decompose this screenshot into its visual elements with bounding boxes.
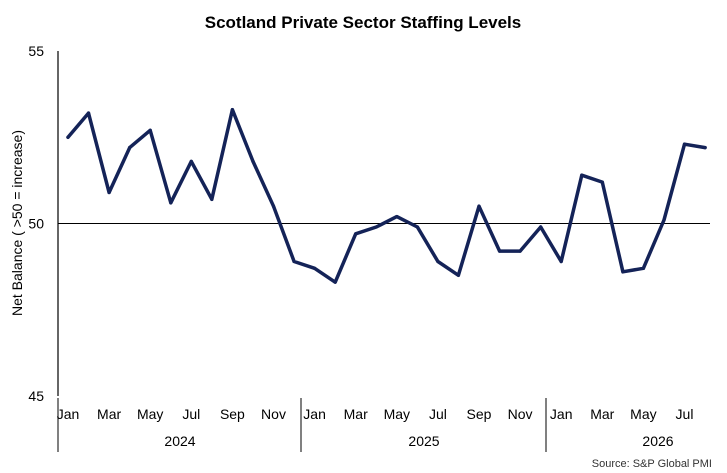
data-point	[128, 146, 132, 150]
x-tick-label: Jan	[303, 406, 326, 422]
data-point	[682, 142, 687, 146]
x-tick-label: May	[384, 406, 410, 422]
data-point	[66, 135, 70, 139]
x-tick-label: Jul	[676, 406, 694, 422]
x-tick-label: Nov	[261, 406, 286, 422]
x-tick-label: May	[630, 406, 656, 422]
year-label: 2025	[408, 433, 439, 449]
data-point	[169, 201, 173, 205]
data-point	[621, 270, 625, 274]
data-point	[600, 180, 604, 184]
x-tick-label: Sep	[220, 406, 245, 422]
x-tick-label: Mar	[344, 406, 368, 422]
y-tick-label: 50	[28, 216, 44, 232]
data-point	[189, 159, 193, 163]
x-tick-label: Jan	[57, 406, 80, 422]
x-tick-label: Jan	[550, 406, 573, 422]
data-point	[580, 173, 584, 177]
year-label: 2026	[642, 433, 673, 449]
data-point	[436, 259, 440, 264]
data-point	[539, 225, 543, 229]
y-tick-label: 55	[28, 43, 44, 59]
data-point	[518, 249, 522, 253]
source-note: Source: S&P Global PMI	[592, 458, 712, 470]
data-point	[313, 266, 317, 270]
series-line	[66, 107, 707, 284]
data-point	[415, 225, 419, 229]
data-point	[230, 108, 234, 112]
chart-title: Scotland Private Sector Staffing Levels	[205, 13, 521, 32]
data-point	[374, 225, 378, 229]
data-point	[395, 215, 399, 219]
data-point	[107, 190, 111, 195]
data-point	[271, 204, 276, 208]
x-tick-label: Mar	[97, 406, 121, 422]
data-point	[86, 111, 91, 115]
data-point	[456, 273, 461, 277]
y-axis-label: Net Balance ( >50 = increase)	[9, 130, 25, 316]
data-point	[354, 232, 358, 236]
x-tick-label: Jul	[182, 406, 200, 422]
data-point	[641, 266, 646, 270]
data-point	[477, 204, 481, 208]
x-tick-label: Mar	[590, 406, 614, 422]
x-tick-label: Nov	[508, 406, 533, 422]
y-tick-label: 45	[28, 388, 44, 404]
data-point	[703, 146, 707, 150]
data-point	[497, 249, 502, 253]
data-point	[662, 218, 666, 222]
x-tick-label: Sep	[467, 406, 492, 422]
data-point	[333, 280, 337, 284]
x-tick-label: May	[137, 406, 163, 422]
year-label: 2024	[164, 433, 195, 449]
data-point	[251, 159, 255, 163]
data-point	[148, 128, 152, 132]
data-point	[210, 197, 214, 201]
x-tick-label: Jul	[429, 406, 447, 422]
data-point	[292, 259, 296, 264]
data-point	[559, 259, 563, 264]
